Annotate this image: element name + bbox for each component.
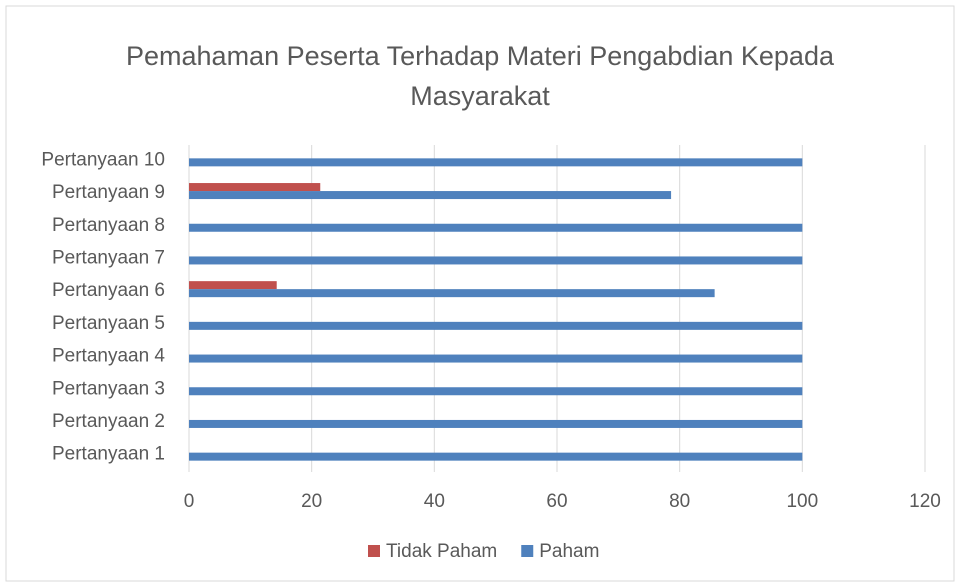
legend-swatch xyxy=(368,545,380,557)
legend-swatch xyxy=(521,545,534,557)
bar xyxy=(189,354,803,363)
bar xyxy=(189,183,321,192)
x-tick-label: 40 xyxy=(424,491,445,512)
bar xyxy=(189,191,672,200)
bar xyxy=(189,281,277,290)
y-tick-label: Pertanyaan 6 xyxy=(52,280,165,301)
x-tick-label: 100 xyxy=(786,491,818,512)
y-tick-label: Pertanyaan 10 xyxy=(41,149,165,170)
y-tick-label: Pertanyaan 5 xyxy=(52,313,165,334)
y-tick-label: Pertanyaan 1 xyxy=(52,444,165,465)
x-tick-label: 120 xyxy=(909,491,941,512)
bar xyxy=(189,223,803,232)
chart-border xyxy=(5,5,955,582)
y-tick-label: Pertanyaan 9 xyxy=(52,182,165,203)
chart-title: Pemahaman Peserta Terhadap Materi Pengab… xyxy=(126,41,834,111)
bar xyxy=(189,158,803,167)
y-tick-label: Pertanyaan 2 xyxy=(52,411,165,432)
bar xyxy=(189,321,803,330)
x-tick-label: 80 xyxy=(669,491,690,512)
y-tick-label: Pertanyaan 3 xyxy=(52,378,165,399)
legend-label: Paham xyxy=(539,541,599,562)
y-tick-label: Pertanyaan 7 xyxy=(52,247,165,268)
x-tick-label: 0 xyxy=(184,491,195,512)
bar xyxy=(189,256,803,265)
x-tick-label: 20 xyxy=(301,491,322,512)
bar xyxy=(189,289,715,298)
bar xyxy=(189,419,803,428)
x-tick-label: 60 xyxy=(546,491,567,512)
y-tick-label: Pertanyaan 8 xyxy=(52,215,165,236)
y-tick-label: Pertanyaan 4 xyxy=(52,346,165,367)
legend-label: Tidak Paham xyxy=(386,541,497,562)
bar xyxy=(189,387,803,396)
bar xyxy=(189,452,803,461)
